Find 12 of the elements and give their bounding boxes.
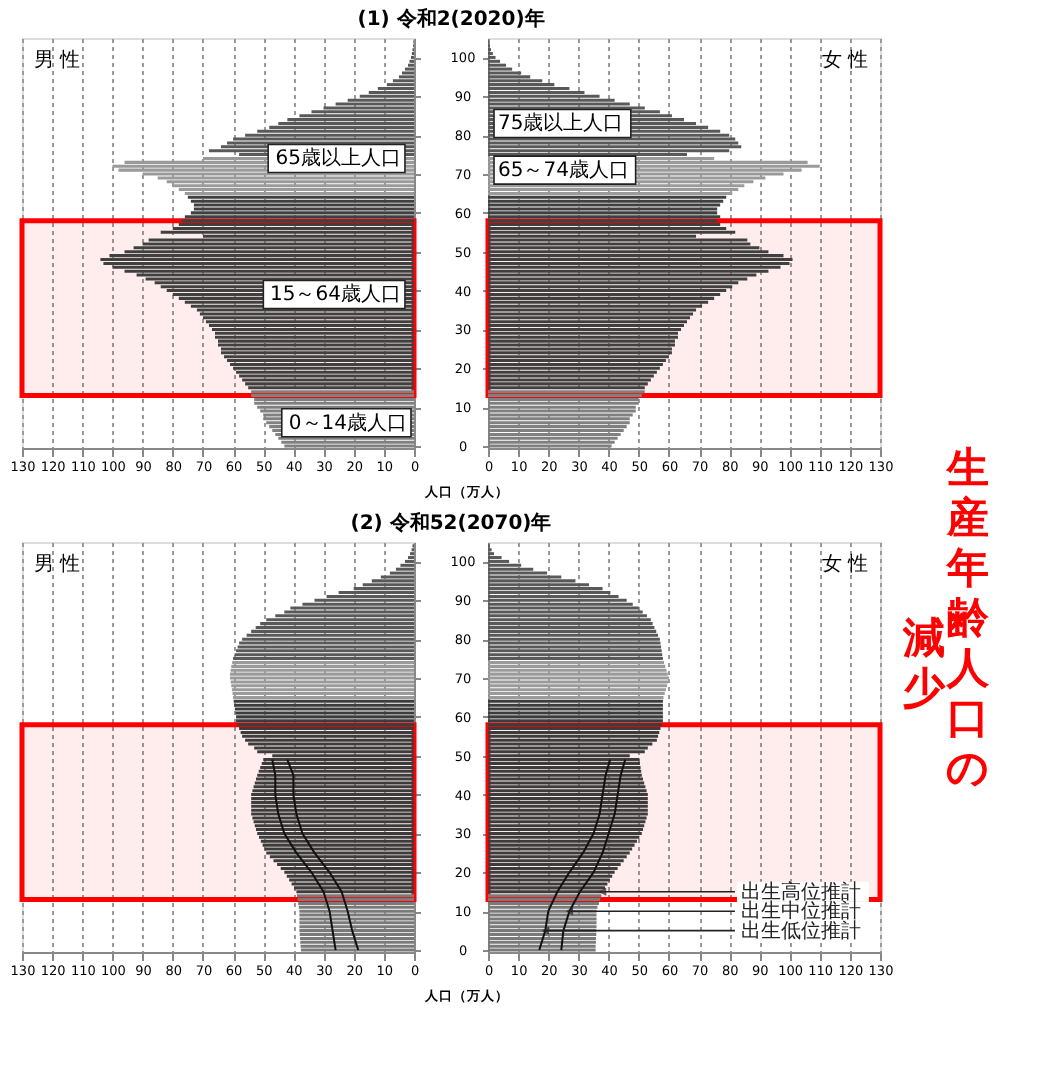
annotation: 0～14歳人口 [288,410,407,435]
annotation: 出生低位推計 [740,918,861,943]
chart-title: (2) 令和52(2070)年 [350,511,552,535]
annotation: 男 性 [34,552,81,576]
annotation: 65歳以上人口 [275,146,401,171]
annotation: 女 性 [821,48,868,72]
annotation: 男 性 [34,48,81,72]
annotation: 女 性 [821,552,868,576]
annotation: 75歳以上人口 [498,111,624,136]
annotation: 65～74歳人口 [498,158,629,183]
annotation: 15～64歳人口 [270,282,401,307]
chart-title: (1) 令和2(2020)年 [357,7,545,31]
